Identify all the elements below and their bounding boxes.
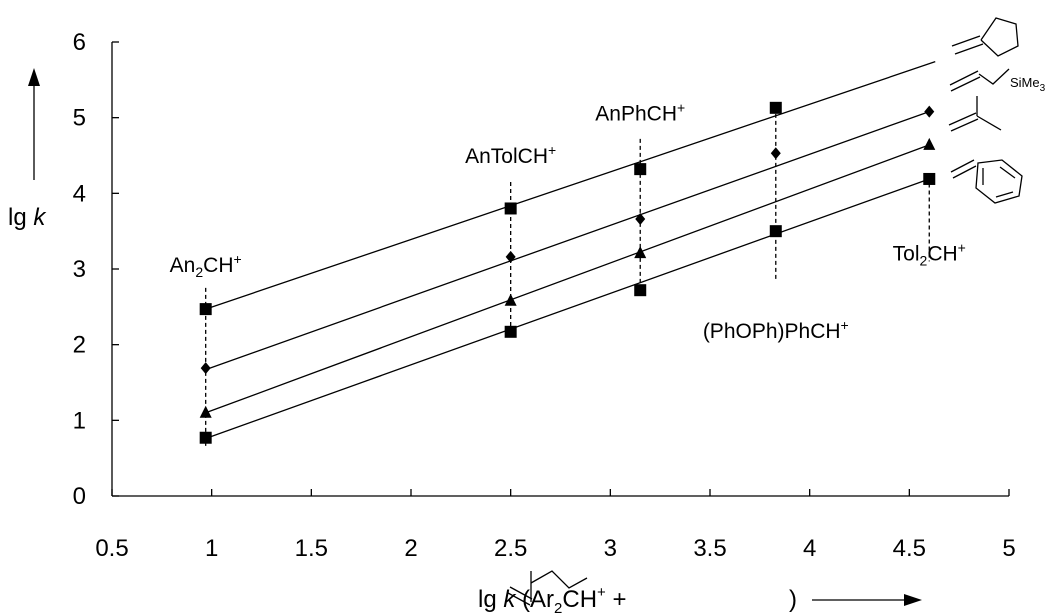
x-tick-label: 0.5 xyxy=(95,535,128,562)
y-axis-arrow xyxy=(28,68,40,180)
triangle-marker xyxy=(923,137,936,150)
square-marker xyxy=(634,163,647,176)
square-marker xyxy=(199,431,212,444)
x-axis-title-close: ) xyxy=(789,586,797,613)
category-guides xyxy=(205,113,930,447)
data-markers xyxy=(199,101,936,444)
diamond-marker xyxy=(635,213,646,226)
x-axis-title: lg k (Ar2CH+ + xyxy=(478,584,627,613)
x-axis-title-sub: 2 xyxy=(554,600,562,613)
x-axis-title-prefix: lg xyxy=(478,586,503,613)
x-tick-label: 3.5 xyxy=(693,535,726,562)
fit-lines xyxy=(205,61,936,440)
x-tick-label: 1.5 xyxy=(295,535,328,562)
x-axis-title-var: k xyxy=(503,586,517,613)
triangle-marker xyxy=(634,246,647,259)
diamond-marker xyxy=(200,362,211,375)
x-axis-title-sup: + xyxy=(597,584,606,601)
fit-line xyxy=(205,111,930,371)
allylsilane-structure xyxy=(949,68,1010,92)
x-tick-label: 4 xyxy=(803,535,816,562)
x-axis-arrow xyxy=(812,594,922,606)
fit-line xyxy=(205,61,936,310)
y-axis-title-var: k xyxy=(33,204,47,231)
y-tick-label: 6 xyxy=(73,29,86,56)
diamond-marker xyxy=(505,250,516,263)
x-tick-label: 1 xyxy=(205,535,218,562)
labels: An2CH+ AnTolCH+ AnPhCH+ (PhOPh)PhCH+ Tol2CH+ xyxy=(170,100,966,343)
category-label: AnPhCH+ xyxy=(595,100,685,126)
triangle-marker xyxy=(199,405,212,418)
silyl-label: SiMe3 xyxy=(1010,75,1046,94)
x-axis-title-plus: + xyxy=(606,586,627,613)
y-tick-label: 2 xyxy=(73,332,86,359)
y-tick-label: 4 xyxy=(73,180,86,207)
square-marker xyxy=(769,225,782,238)
fit-line xyxy=(205,178,930,440)
fit-line xyxy=(205,144,930,414)
diamond-marker xyxy=(924,105,935,118)
category-label: Tol2CH+ xyxy=(893,240,966,269)
y-tick-label: 1 xyxy=(73,407,86,434)
axes: 0.5 1 1.5 2 2.5 3 3.5 4 4.5 5 0 1 2 3 4 5 6 xyxy=(73,29,1016,562)
styrene-structure xyxy=(950,159,1023,204)
y-tick-label: 3 xyxy=(73,256,86,283)
x-tick-label: 5 xyxy=(1002,535,1015,562)
y-tick-label: 5 xyxy=(73,105,86,132)
x-tick-label: 3 xyxy=(604,535,617,562)
y-axis-title: lg k xyxy=(8,204,47,231)
category-label: An2CH+ xyxy=(170,251,242,280)
x-tick-label: 4.5 xyxy=(893,535,926,562)
methylpentene-structure xyxy=(507,570,588,606)
square-marker xyxy=(769,101,782,114)
category-label: (PhOPh)PhCH+ xyxy=(703,317,849,343)
square-marker xyxy=(923,172,936,185)
diamond-marker xyxy=(770,147,781,160)
square-marker xyxy=(504,202,517,215)
y-tick-label: 0 xyxy=(73,483,86,510)
square-marker xyxy=(199,303,212,316)
x-axis-title-middle: (Ar xyxy=(515,586,554,613)
x-tick-label: 2 xyxy=(404,535,417,562)
x-tick-label: 2.5 xyxy=(494,535,527,562)
y-axis-title-prefix: lg xyxy=(8,204,33,231)
square-marker xyxy=(634,284,647,297)
category-label: AnTolCH+ xyxy=(465,142,556,168)
square-marker xyxy=(504,325,517,338)
methylenecyclopentane-structure xyxy=(951,17,1019,57)
triangle-marker xyxy=(504,293,517,306)
x-axis-title-rest: CH xyxy=(562,586,597,613)
isobutylene-structure xyxy=(948,96,1002,132)
